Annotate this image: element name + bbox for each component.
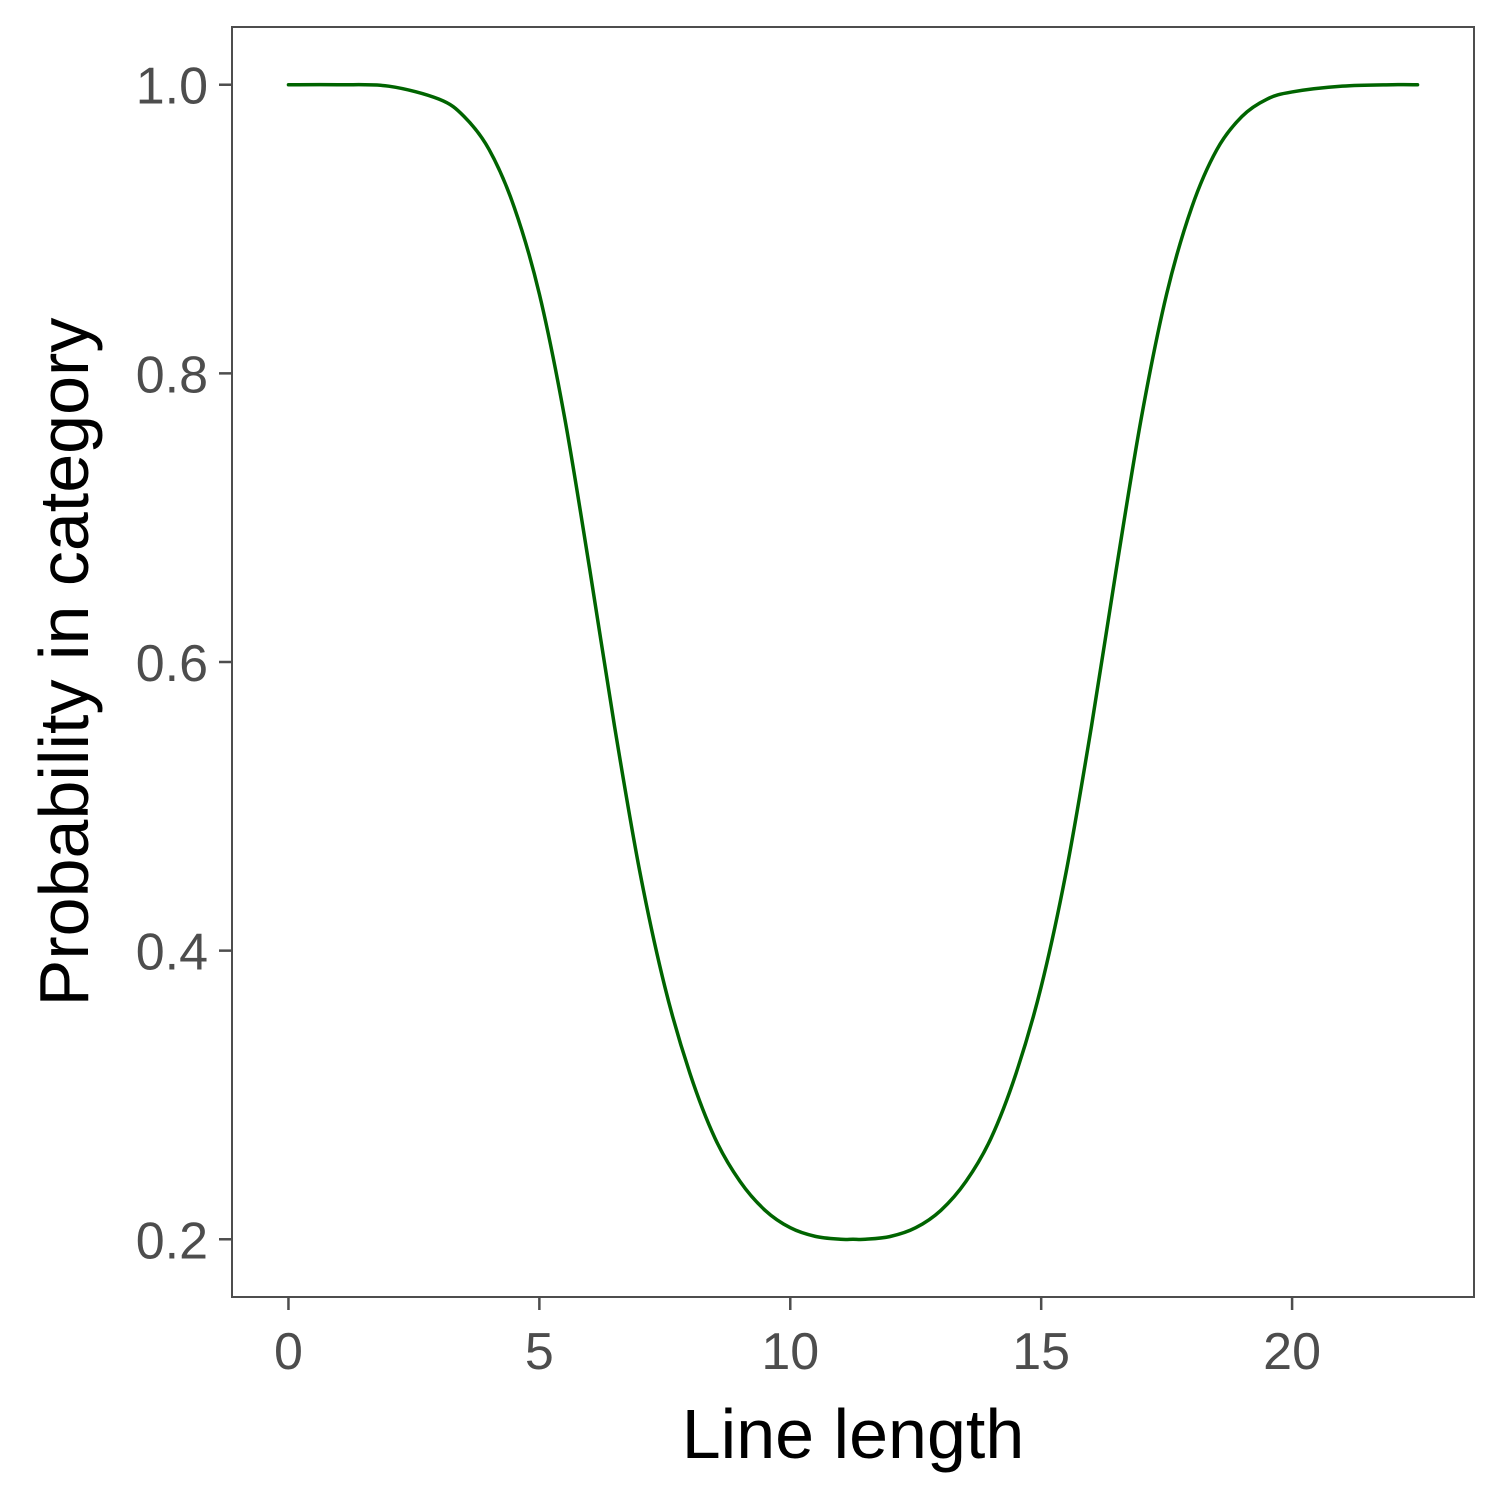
x-axis-title: Line length — [682, 1395, 1025, 1473]
x-tick-label: 5 — [525, 1323, 554, 1381]
y-axis-title: Probability in category — [25, 318, 103, 1007]
series-line — [286, 82, 1420, 1242]
x-tick-label: 15 — [1012, 1323, 1070, 1381]
y-tick-label: 0.4 — [136, 924, 208, 982]
y-tick-label: 0.2 — [136, 1212, 208, 1270]
x-tick-label: 10 — [761, 1323, 819, 1381]
x-tick-label: 0 — [274, 1323, 303, 1381]
series-layer — [286, 82, 1420, 1242]
y-tick-label: 0.8 — [136, 346, 208, 404]
y-tick-label: 1.0 — [136, 58, 208, 116]
x-tick-label: 20 — [1263, 1323, 1321, 1381]
y-tick-label: 0.6 — [136, 635, 208, 693]
y-axis: 0.2 0.4 0.6 0.8 1.0 — [136, 58, 232, 1270]
x-axis: 0 5 10 15 20 — [274, 1297, 1321, 1381]
